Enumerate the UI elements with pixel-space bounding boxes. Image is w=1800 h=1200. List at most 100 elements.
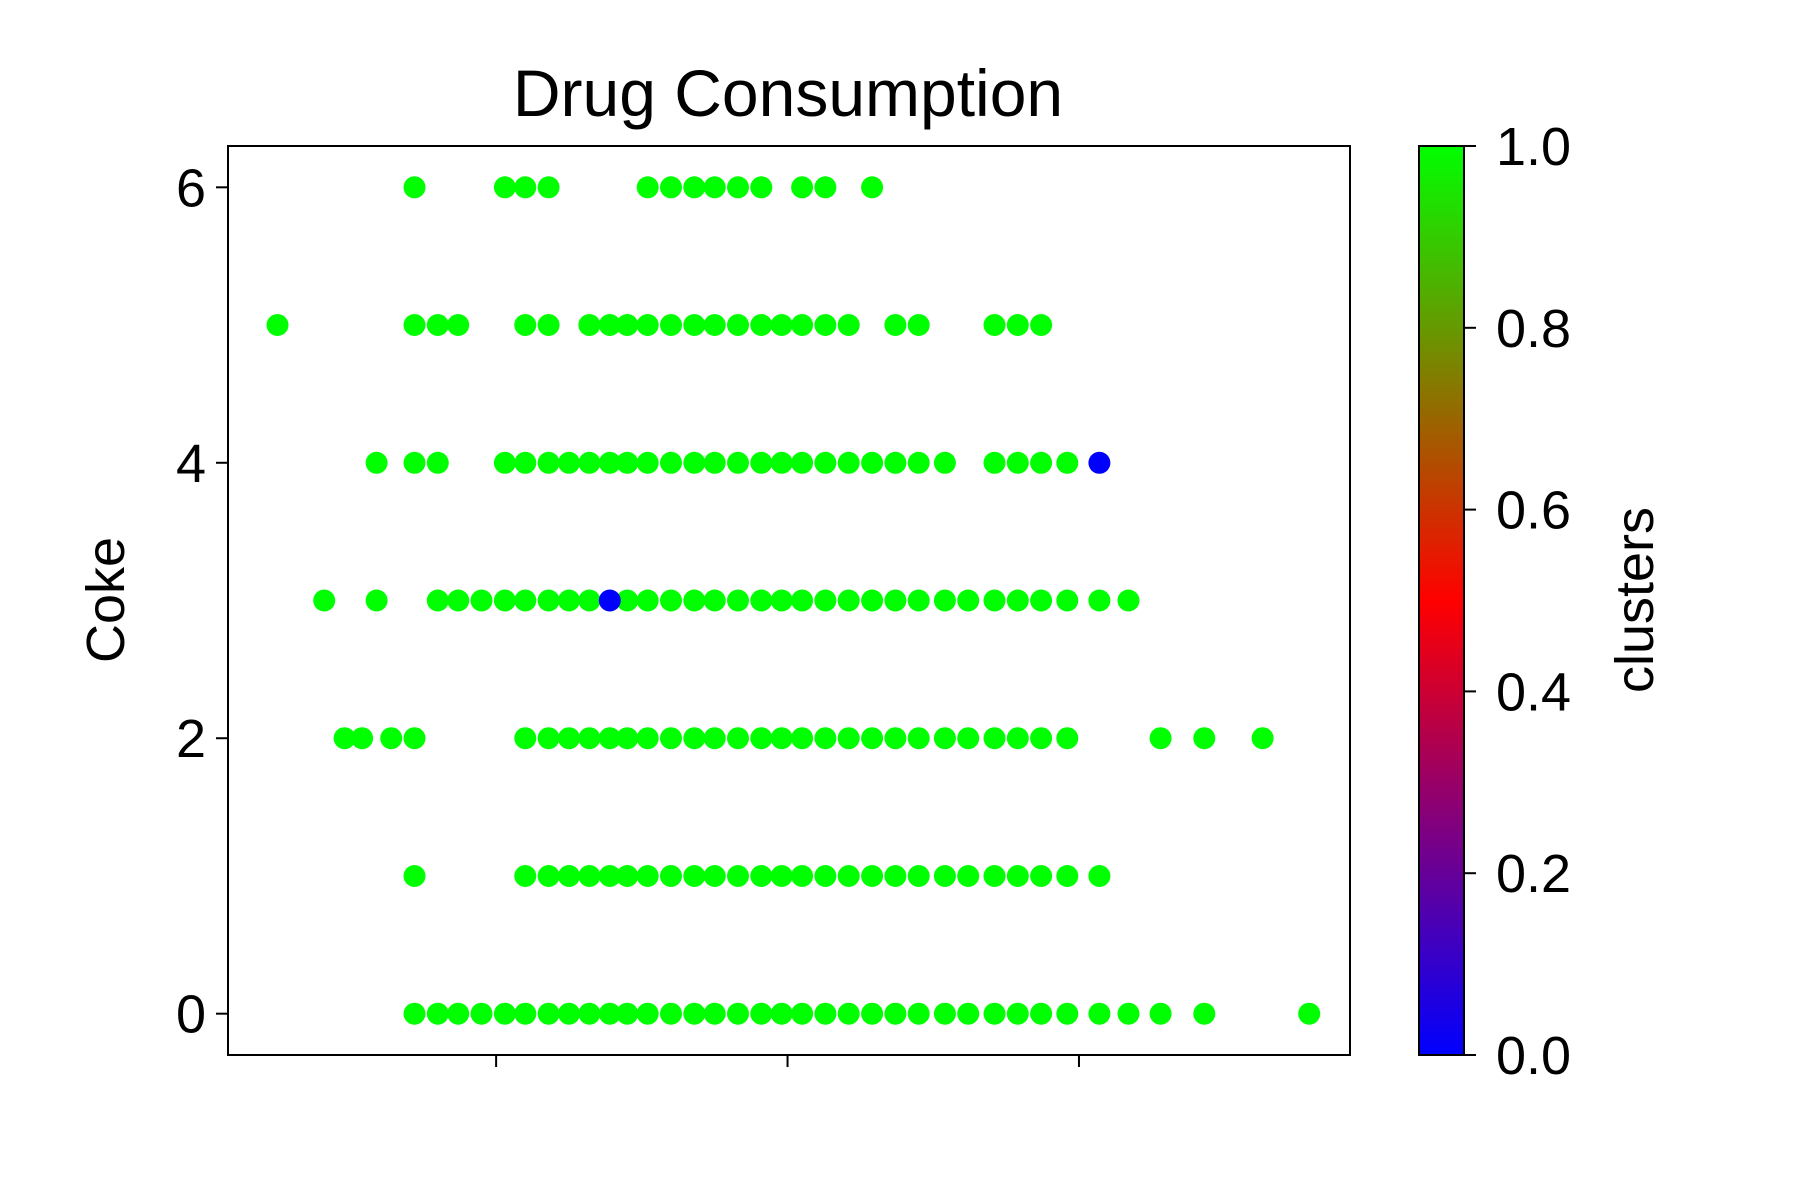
data-point bbox=[537, 451, 560, 474]
data-point bbox=[1088, 865, 1111, 887]
data-point bbox=[578, 451, 601, 474]
data-point bbox=[636, 314, 659, 336]
data-point bbox=[814, 727, 837, 750]
data-point bbox=[558, 1002, 580, 1025]
data-point bbox=[957, 589, 980, 612]
data-point bbox=[616, 1002, 639, 1025]
data-point bbox=[578, 865, 601, 887]
data-point bbox=[1030, 727, 1053, 750]
data-point bbox=[1088, 451, 1111, 474]
data-point bbox=[791, 1002, 814, 1025]
data-point bbox=[616, 589, 639, 612]
data-point bbox=[514, 451, 537, 474]
data-point bbox=[558, 589, 580, 612]
data-point bbox=[598, 451, 621, 474]
data-point bbox=[907, 451, 930, 474]
data-point bbox=[727, 176, 749, 199]
colorbar bbox=[1418, 145, 1465, 1056]
chart-title: Drug Consumption bbox=[513, 56, 1063, 130]
data-point bbox=[770, 1002, 793, 1025]
data-point bbox=[861, 589, 884, 612]
data-point bbox=[660, 176, 682, 199]
data-point bbox=[598, 865, 621, 887]
data-point bbox=[983, 451, 1006, 474]
data-point bbox=[983, 314, 1006, 336]
data-point bbox=[933, 1002, 956, 1025]
y-tick-label: 2 bbox=[176, 709, 206, 769]
data-point bbox=[1030, 1002, 1053, 1025]
data-point bbox=[537, 865, 560, 887]
data-point bbox=[514, 314, 537, 336]
y-tick-label: 6 bbox=[176, 158, 206, 218]
data-point bbox=[514, 589, 537, 612]
data-point bbox=[983, 1002, 1006, 1025]
data-point bbox=[727, 727, 749, 750]
data-point bbox=[616, 865, 639, 887]
data-point bbox=[683, 1002, 706, 1025]
data-point bbox=[750, 314, 773, 336]
data-point bbox=[884, 314, 907, 336]
data-point bbox=[537, 176, 560, 199]
data-point bbox=[791, 589, 814, 612]
data-point bbox=[837, 314, 860, 336]
data-point bbox=[884, 727, 907, 750]
data-point bbox=[750, 1002, 773, 1025]
data-point bbox=[1117, 1002, 1140, 1025]
data-point bbox=[861, 176, 884, 199]
y-tick-label: 0 bbox=[176, 985, 206, 1045]
data-point bbox=[791, 176, 814, 199]
data-point bbox=[703, 451, 726, 474]
data-point bbox=[578, 589, 601, 612]
data-point bbox=[636, 865, 659, 887]
data-point bbox=[514, 865, 537, 887]
data-point bbox=[514, 176, 537, 199]
data-point bbox=[1056, 589, 1079, 612]
data-point bbox=[837, 1002, 860, 1025]
data-point bbox=[636, 176, 659, 199]
data-point bbox=[1056, 865, 1079, 887]
data-point bbox=[537, 589, 560, 612]
data-point bbox=[1006, 727, 1029, 750]
data-point bbox=[703, 589, 726, 612]
data-point bbox=[957, 865, 980, 887]
data-point bbox=[770, 451, 793, 474]
colorbar-tick-label: 0.6 bbox=[1496, 481, 1571, 541]
data-point bbox=[1006, 451, 1029, 474]
data-point bbox=[814, 176, 837, 199]
colorbar-tick-label: 0.0 bbox=[1496, 1026, 1571, 1086]
data-point bbox=[750, 865, 773, 887]
data-point bbox=[616, 727, 639, 750]
data-point bbox=[770, 865, 793, 887]
data-point bbox=[907, 865, 930, 887]
data-point bbox=[266, 314, 289, 336]
data-point bbox=[703, 727, 726, 750]
data-point bbox=[837, 451, 860, 474]
data-point bbox=[380, 727, 403, 750]
data-point bbox=[598, 314, 621, 336]
data-point bbox=[983, 589, 1006, 612]
data-point bbox=[1006, 314, 1029, 336]
data-point bbox=[403, 727, 426, 750]
data-point bbox=[703, 1002, 726, 1025]
data-point bbox=[933, 727, 956, 750]
data-point bbox=[1088, 1002, 1111, 1025]
data-point bbox=[933, 589, 956, 612]
y-axis: 0 2 4 6 bbox=[176, 158, 228, 1045]
data-point bbox=[598, 589, 621, 612]
data-point bbox=[616, 451, 639, 474]
data-point bbox=[493, 589, 516, 612]
data-point bbox=[727, 865, 749, 887]
data-point bbox=[660, 727, 682, 750]
colorbar-label: clusters bbox=[1605, 507, 1665, 693]
data-point bbox=[514, 1002, 537, 1025]
colorbar-tick-label: 1.0 bbox=[1496, 117, 1571, 177]
y-axis-label: Coke bbox=[76, 537, 136, 663]
data-point bbox=[791, 314, 814, 336]
data-point bbox=[814, 589, 837, 612]
data-point bbox=[403, 176, 426, 199]
data-point bbox=[837, 727, 860, 750]
data-point bbox=[907, 314, 930, 336]
data-point bbox=[636, 1002, 659, 1025]
data-point bbox=[727, 314, 749, 336]
